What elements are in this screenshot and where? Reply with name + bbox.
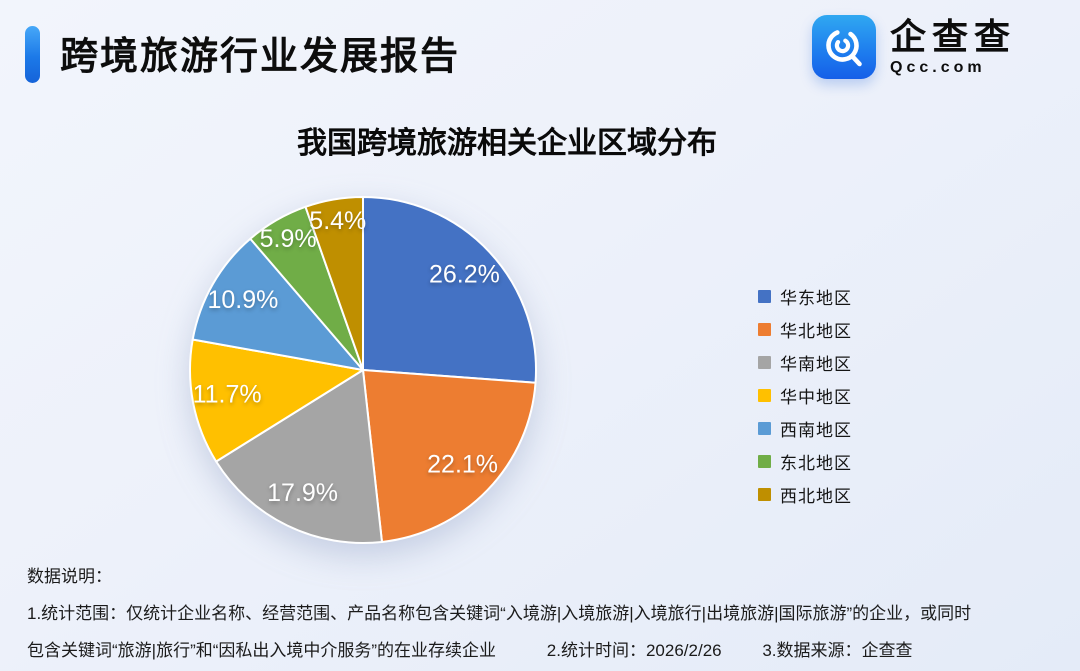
legend-label: 华东地区 [780, 288, 852, 308]
legend-label: 华南地区 [780, 354, 852, 374]
legend-item-西南地区: 西南地区 [758, 418, 852, 440]
footnotes: 数据说明： 1.统计范围：仅统计企业名称、经营范围、产品名称包含关键词“入境游|… [27, 558, 1062, 669]
pie-slice-华南地区 [215, 369, 383, 544]
pie-slice-label-西南地区: 10.9% [207, 286, 278, 314]
pie-slice-label-华中地区: 11.7% [193, 381, 262, 409]
footnote-scope-line1: 1.统计范围：仅统计企业名称、经营范围、产品名称包含关键词“入境游|入境旅游|入… [27, 604, 972, 623]
pie-slice-华中地区 [189, 338, 364, 463]
pie-slice-西南地区 [191, 237, 364, 371]
legend-swatch [758, 487, 771, 501]
qcc-logo-domain: Qcc.com [890, 58, 986, 76]
pie-slice-西北地区 [304, 196, 364, 371]
qcc-logo-text: 企查查 Qcc.com [890, 17, 1016, 77]
title-accent-bar [25, 26, 40, 83]
footnote-scope-line2: 包含关键词“旅游|旅行”和“因私出入境中介服务”的在业存续企业 [27, 641, 497, 660]
legend-label: 华中地区 [780, 387, 852, 407]
qcc-logo-icon [812, 15, 876, 79]
pie-chart: 26.2% 22.1% 17.9% 11.7% 10.9% 5.9%5.4% [189, 196, 537, 544]
chart-title: 我国跨境旅游相关企业区域分布 [297, 127, 717, 160]
legend-swatch [758, 421, 771, 435]
legend-label: 西南地区 [780, 420, 852, 440]
footnote-line3: 包含关键词“旅游|旅行”和“因私出入境中介服务”的在业存续企业 2.统计时间：2… [27, 632, 1062, 669]
pie-slice-华北地区 [362, 369, 537, 543]
legend-swatch [758, 454, 771, 468]
legend-label: 华北地区 [780, 321, 852, 341]
legend-swatch [758, 322, 771, 336]
legend-item-华南地区: 华南地区 [758, 352, 852, 374]
legend-swatch [758, 355, 771, 369]
magnifier-icon [826, 29, 862, 67]
pie-slice-华东地区 [362, 196, 537, 384]
legend-item-西北地区: 西北地区 [758, 484, 852, 506]
footnote-time: 2.统计时间：2026/2/26 [546, 641, 722, 660]
chart-legend: 华东地区华北地区华南地区华中地区西南地区东北地区西北地区 [758, 286, 852, 517]
pie-slice-label-华北地区: 22.1% [427, 451, 498, 479]
legend-item-华东地区: 华东地区 [758, 286, 852, 308]
qcc-logo: 企查查 Qcc.com [812, 15, 1016, 79]
legend-swatch [758, 289, 771, 303]
legend-swatch [758, 388, 771, 402]
qcc-logo-name: 企查查 [890, 16, 1017, 58]
report-title: 跨境旅游行业发展报告 [60, 36, 461, 78]
legend-item-东北地区: 东北地区 [758, 451, 852, 473]
legend-label: 西北地区 [780, 486, 852, 506]
footnote-source: 3.数据来源：企查查 [762, 641, 913, 660]
footnote-heading: 数据说明： [27, 567, 112, 586]
pie-slice-label-华东地区: 26.2% [429, 260, 500, 288]
legend-item-华北地区: 华北地区 [758, 319, 852, 341]
pie-slice-label-西北地区: 5.4% [309, 207, 366, 235]
pie-slice-label-华南地区: 17.9% [267, 479, 338, 507]
pie-slice-label-东北地区: 5.9% [260, 225, 317, 253]
legend-item-华中地区: 华中地区 [758, 385, 852, 407]
legend-label: 东北地区 [780, 453, 852, 473]
